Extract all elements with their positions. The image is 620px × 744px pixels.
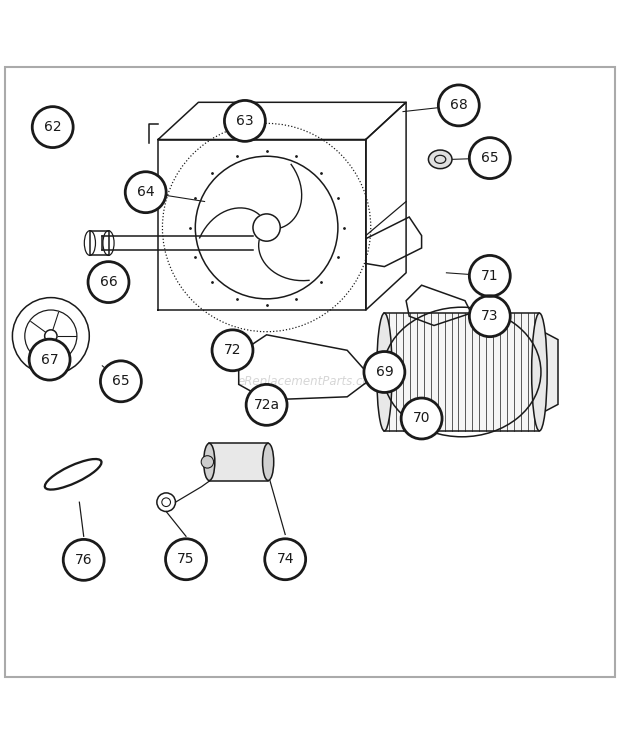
- Circle shape: [63, 539, 104, 580]
- Circle shape: [224, 100, 265, 141]
- Circle shape: [212, 330, 253, 371]
- Polygon shape: [541, 331, 558, 413]
- Circle shape: [469, 255, 510, 296]
- Text: 72a: 72a: [254, 398, 280, 412]
- Text: 70: 70: [413, 411, 430, 426]
- Text: 65: 65: [112, 374, 130, 388]
- Circle shape: [166, 539, 206, 580]
- Circle shape: [401, 398, 442, 439]
- Circle shape: [469, 296, 510, 336]
- Text: 68: 68: [450, 98, 467, 112]
- Text: 75: 75: [177, 552, 195, 566]
- Circle shape: [29, 339, 70, 380]
- Text: 72: 72: [224, 343, 241, 357]
- FancyBboxPatch shape: [210, 443, 268, 481]
- FancyBboxPatch shape: [384, 313, 539, 431]
- Circle shape: [88, 262, 129, 303]
- Circle shape: [32, 106, 73, 147]
- Ellipse shape: [428, 150, 452, 169]
- Ellipse shape: [531, 313, 547, 431]
- Text: 65: 65: [481, 151, 498, 165]
- Text: 62: 62: [44, 120, 61, 134]
- Circle shape: [125, 172, 166, 213]
- Text: 74: 74: [277, 552, 294, 566]
- Ellipse shape: [376, 313, 392, 431]
- Text: eReplacementParts.com: eReplacementParts.com: [238, 375, 382, 388]
- Circle shape: [100, 361, 141, 402]
- Ellipse shape: [263, 443, 273, 481]
- Circle shape: [246, 385, 287, 426]
- Text: 69: 69: [376, 365, 393, 379]
- Ellipse shape: [203, 443, 215, 481]
- Circle shape: [202, 455, 213, 468]
- Circle shape: [265, 539, 306, 580]
- Text: 64: 64: [137, 185, 154, 199]
- Text: 71: 71: [481, 269, 498, 283]
- Text: 76: 76: [75, 553, 92, 567]
- Circle shape: [438, 85, 479, 126]
- Text: 63: 63: [236, 114, 254, 128]
- Text: 66: 66: [100, 275, 117, 289]
- Circle shape: [364, 352, 405, 392]
- Circle shape: [469, 138, 510, 179]
- Text: 67: 67: [41, 353, 58, 367]
- Text: 73: 73: [481, 310, 498, 323]
